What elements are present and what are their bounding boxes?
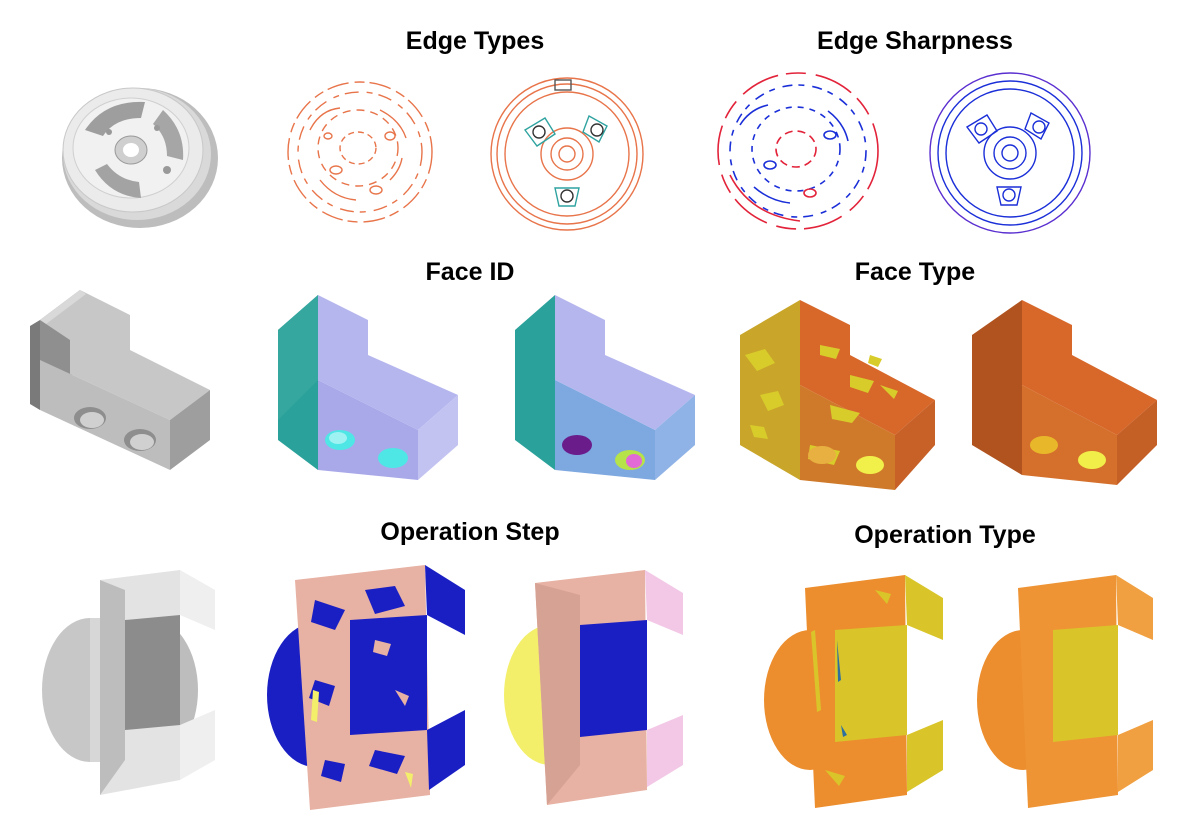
wheel-input-render <box>45 70 225 230</box>
operation-step-ground-truth <box>495 565 695 810</box>
operation-step-title: Operation Step <box>380 518 560 546</box>
face-id-prediction <box>268 280 478 485</box>
coupling-input-render <box>30 560 230 800</box>
block-input-render <box>30 280 230 480</box>
edge-types-title: Edge Types <box>405 27 545 55</box>
face-id-ground-truth <box>505 280 715 485</box>
operation-type-ground-truth <box>968 570 1163 810</box>
operation-type-prediction <box>755 570 955 810</box>
edge-sharpness-ground-truth <box>925 65 1095 237</box>
operation-type-title: Operation Type <box>854 521 1036 549</box>
face-type-title: Face Type <box>854 258 976 286</box>
edge-sharpness-prediction <box>710 65 885 235</box>
face-type-ground-truth <box>962 285 1167 485</box>
face-type-prediction <box>730 285 945 490</box>
edge-types-prediction <box>280 70 440 230</box>
operation-step-prediction <box>255 560 475 815</box>
edge-types-ground-truth <box>485 70 650 235</box>
edge-sharpness-title: Edge Sharpness <box>817 27 1013 55</box>
face-id-title: Face ID <box>425 258 515 286</box>
